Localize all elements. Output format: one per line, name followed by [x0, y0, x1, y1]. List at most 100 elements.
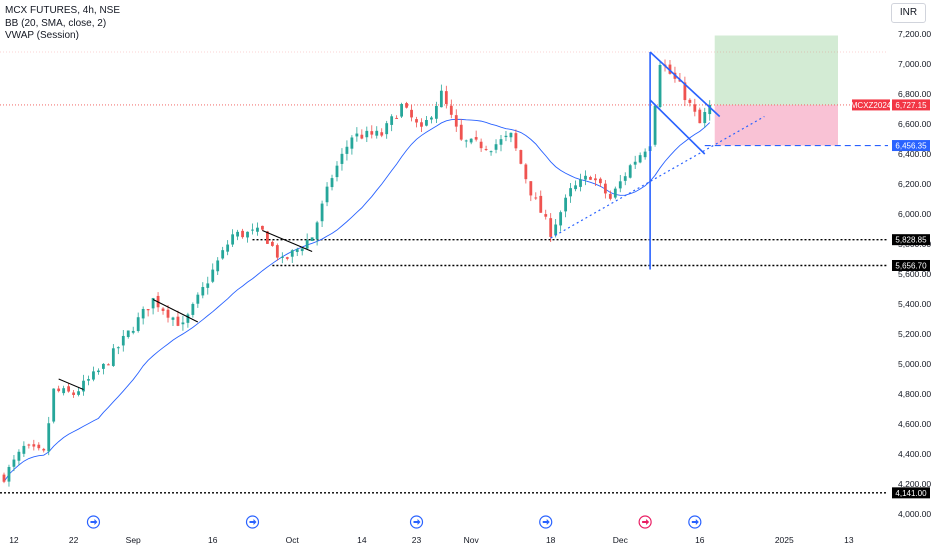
- event-icon[interactable]: [86, 515, 101, 529]
- event-icon[interactable]: [245, 515, 260, 529]
- candle-body: [405, 103, 408, 108]
- candle-body: [420, 122, 423, 127]
- candle-body: [106, 364, 110, 366]
- y-tick-label: 6,000.00: [898, 209, 931, 219]
- svg-text:5,656.70: 5,656.70: [895, 261, 927, 270]
- candle-body: [136, 317, 140, 331]
- symbol-title: MCX FUTURES, 4h, NSE: [5, 5, 121, 16]
- pattern-trendline: [58, 378, 84, 390]
- candle-body: [176, 316, 180, 326]
- candle-body: [519, 150, 523, 164]
- candle-body: [116, 347, 120, 349]
- candle-body: [72, 392, 75, 395]
- x-tick-label: 12: [9, 535, 19, 545]
- candle-body: [494, 144, 498, 150]
- candle-body: [350, 137, 354, 149]
- candle-body: [415, 119, 418, 123]
- pattern-trendline: [152, 299, 199, 323]
- candle-body: [410, 109, 413, 118]
- y-tick-label: 6,400.00: [898, 149, 931, 159]
- candle-body: [191, 303, 195, 315]
- candle-body: [479, 141, 483, 149]
- event-icon[interactable]: [688, 515, 702, 529]
- candle-body: [628, 165, 632, 178]
- candle-body: [504, 135, 508, 138]
- candle-body: [559, 212, 563, 226]
- candle-body: [618, 181, 622, 189]
- candle-body: [151, 298, 155, 309]
- candle-body: [92, 371, 95, 380]
- candle-body: [77, 391, 80, 395]
- candle-body: [270, 241, 274, 246]
- svg-text:MCXZ2024: MCXZ2024: [851, 101, 892, 110]
- candle-body: [554, 224, 558, 236]
- event-icon[interactable]: [409, 515, 424, 529]
- candle-body: [430, 117, 433, 120]
- y-tick-label: 5,600.00: [898, 269, 931, 279]
- y-tick-label: 4,200.00: [898, 479, 931, 489]
- candle-body: [186, 314, 190, 323]
- pattern-trendline: [262, 230, 313, 252]
- price-tag: 5,656.70: [892, 259, 930, 271]
- candle-body: [246, 231, 249, 238]
- candle-body: [256, 227, 259, 232]
- candle-body: [599, 178, 602, 184]
- candle-body: [449, 105, 453, 115]
- candle-body: [111, 348, 115, 366]
- candle-body: [310, 237, 314, 241]
- candle-body: [395, 117, 399, 119]
- candle-body: [375, 130, 379, 136]
- candle-body: [425, 119, 428, 126]
- candle-body: [241, 230, 244, 238]
- candle-body: [121, 335, 125, 346]
- candle-body: [380, 132, 384, 136]
- candle-body: [87, 379, 90, 381]
- vwap-indicator-label[interactable]: VWAP (Session): [5, 30, 79, 41]
- candle-body: [275, 245, 279, 258]
- candle-body: [693, 104, 697, 112]
- candle-body: [226, 244, 230, 252]
- x-tick-label: 2025: [775, 535, 794, 545]
- x-tick-label: Sep: [126, 535, 141, 545]
- candle-body: [623, 176, 627, 181]
- candle-body: [166, 309, 170, 318]
- candle-body: [171, 317, 175, 320]
- svg-text:4,141.00: 4,141.00: [895, 489, 927, 498]
- candle-body: [584, 175, 587, 180]
- candle-body: [32, 444, 36, 447]
- candle-body: [2, 474, 6, 482]
- currency-button[interactable]: INR: [891, 3, 926, 23]
- stop-zone: [714, 104, 838, 146]
- candle-body: [285, 257, 289, 259]
- bb-indicator-label[interactable]: BB (20, SMA, close, 2): [5, 17, 107, 29]
- candle-body: [499, 139, 503, 145]
- candle-body: [444, 91, 448, 104]
- candle-body: [360, 134, 364, 139]
- x-tick-label: Oct: [286, 535, 300, 545]
- candle-body: [514, 133, 518, 149]
- candle-body: [539, 195, 543, 213]
- candle-body: [370, 131, 374, 135]
- candle-body: [484, 148, 488, 150]
- candle-body: [17, 451, 21, 461]
- candle-body: [643, 151, 647, 158]
- chart-legend: MCX FUTURES, 4h, NSE BB (20, SMA, close,…: [5, 5, 120, 43]
- price-tag: 5,828.85: [892, 234, 930, 246]
- candle-body: [434, 105, 438, 119]
- candle-body: [529, 181, 533, 196]
- candle-body: [325, 186, 329, 203]
- candle-body: [345, 146, 349, 154]
- candle-body: [22, 445, 26, 454]
- candle-body: [97, 370, 100, 373]
- y-tick-label: 5,400.00: [898, 299, 931, 309]
- y-tick-label: 5,200.00: [898, 329, 931, 339]
- candle-body: [509, 132, 513, 138]
- y-tick-label: 6,800.00: [898, 89, 931, 99]
- candle-body: [196, 294, 200, 304]
- candle-body: [280, 256, 284, 258]
- event-icon[interactable]: [539, 515, 553, 529]
- candle-body: [708, 104, 712, 115]
- event-special-icon[interactable]: [638, 515, 652, 529]
- candle-body: [340, 153, 344, 164]
